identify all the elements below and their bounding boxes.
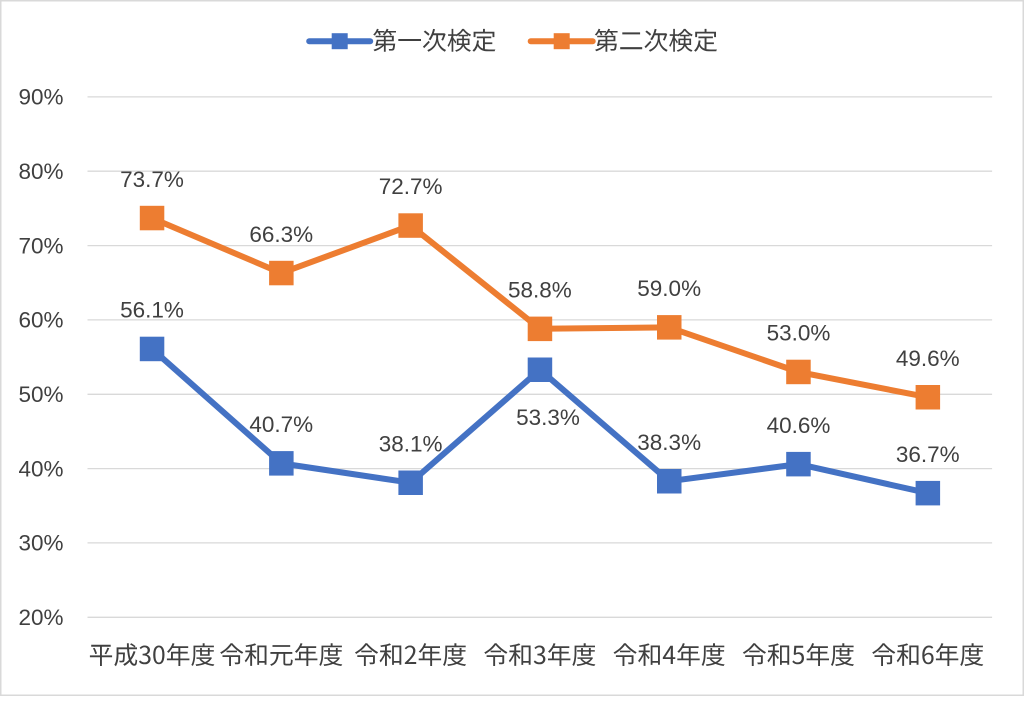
svg-text:50%: 50% [18,382,63,407]
svg-text:70%: 70% [18,233,63,258]
svg-text:80%: 80% [18,159,63,184]
svg-text:53.3%: 53.3% [516,405,580,430]
svg-text:49.6%: 49.6% [896,346,960,371]
svg-text:66.3%: 66.3% [249,222,313,247]
svg-text:38.3%: 38.3% [637,430,701,455]
svg-text:59.0%: 59.0% [637,276,701,301]
svg-text:40%: 40% [18,456,63,481]
svg-text:36.7%: 36.7% [896,442,960,467]
svg-text:40.6%: 40.6% [767,413,831,438]
svg-text:30%: 30% [18,531,63,556]
svg-text:58.8%: 58.8% [508,278,572,303]
svg-text:40.7%: 40.7% [249,412,313,437]
svg-text:53.0%: 53.0% [767,321,831,346]
svg-text:72.7%: 72.7% [379,174,443,199]
svg-text:20%: 20% [18,605,63,630]
svg-text:38.1%: 38.1% [379,431,443,456]
svg-text:56.1%: 56.1% [120,298,184,323]
svg-text:60%: 60% [18,308,63,333]
svg-text:73.7%: 73.7% [120,167,184,192]
svg-text:90%: 90% [18,85,63,110]
